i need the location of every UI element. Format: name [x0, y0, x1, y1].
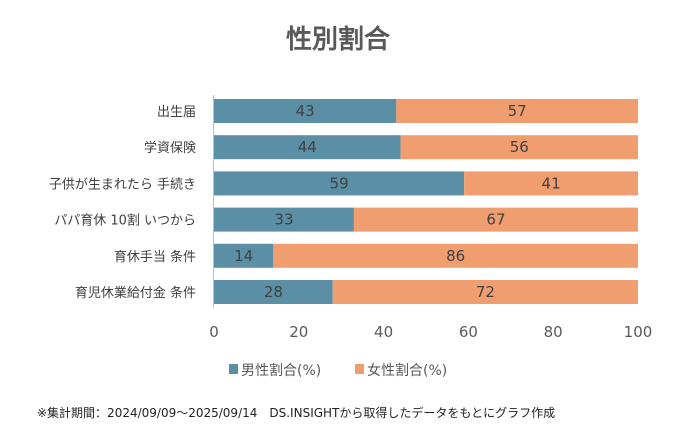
female-bar — [400, 135, 638, 160]
male-bar — [214, 243, 274, 268]
male-bar — [214, 280, 333, 304]
data-label: 33 — [274, 211, 293, 229]
female-bar — [273, 243, 638, 268]
x-tick-label: 100 — [624, 323, 653, 341]
x-tick-label: 80 — [544, 323, 563, 341]
category-label: パパ育休 10割 いつから — [54, 213, 196, 229]
category-label: 子供が生まれたら 手続き — [49, 177, 196, 192]
category-label: 出生届 — [157, 105, 196, 120]
data-label: 67 — [486, 211, 505, 229]
male-bar — [214, 207, 354, 232]
x-tick-label: 20 — [289, 323, 308, 341]
data-label: 86 — [446, 247, 465, 265]
data-label: 14 — [234, 247, 253, 265]
male-bar — [214, 171, 465, 196]
male-bar — [214, 135, 401, 160]
female-bar — [353, 207, 638, 232]
data-label: 41 — [542, 174, 561, 192]
female-bar — [464, 171, 638, 196]
x-tick-label: 40 — [374, 323, 393, 341]
legend-label-female: 女性割合(%) — [367, 362, 447, 379]
x-tick-label: 0 — [209, 323, 219, 341]
footnote: ※集計期間：2024/09/09～2025/09/14 DS.INSIGHTから… — [37, 405, 555, 420]
legend-swatch-female — [355, 364, 364, 374]
legend-swatch-male — [229, 364, 238, 374]
female-bar — [332, 280, 638, 304]
data-label: 56 — [510, 138, 529, 156]
data-label: 44 — [298, 138, 317, 156]
category-label: 学資保険 — [144, 140, 196, 156]
x-tick-label: 60 — [459, 323, 478, 341]
data-label: 57 — [508, 102, 527, 120]
category-label: 育休手当 条件 — [114, 249, 196, 265]
legend: 男性割合(%) 女性割合(%) — [229, 362, 447, 379]
data-label: 28 — [264, 283, 283, 301]
data-label: 59 — [330, 174, 349, 192]
male-bar — [214, 99, 397, 123]
chart-title: 性別割合 — [286, 24, 391, 55]
data-label: 72 — [476, 283, 495, 301]
female-bar — [396, 99, 638, 123]
legend-label-male: 男性割合(%) — [241, 362, 321, 379]
data-label: 43 — [296, 102, 315, 120]
category-label: 育児休業給付金 条件 — [75, 285, 196, 301]
